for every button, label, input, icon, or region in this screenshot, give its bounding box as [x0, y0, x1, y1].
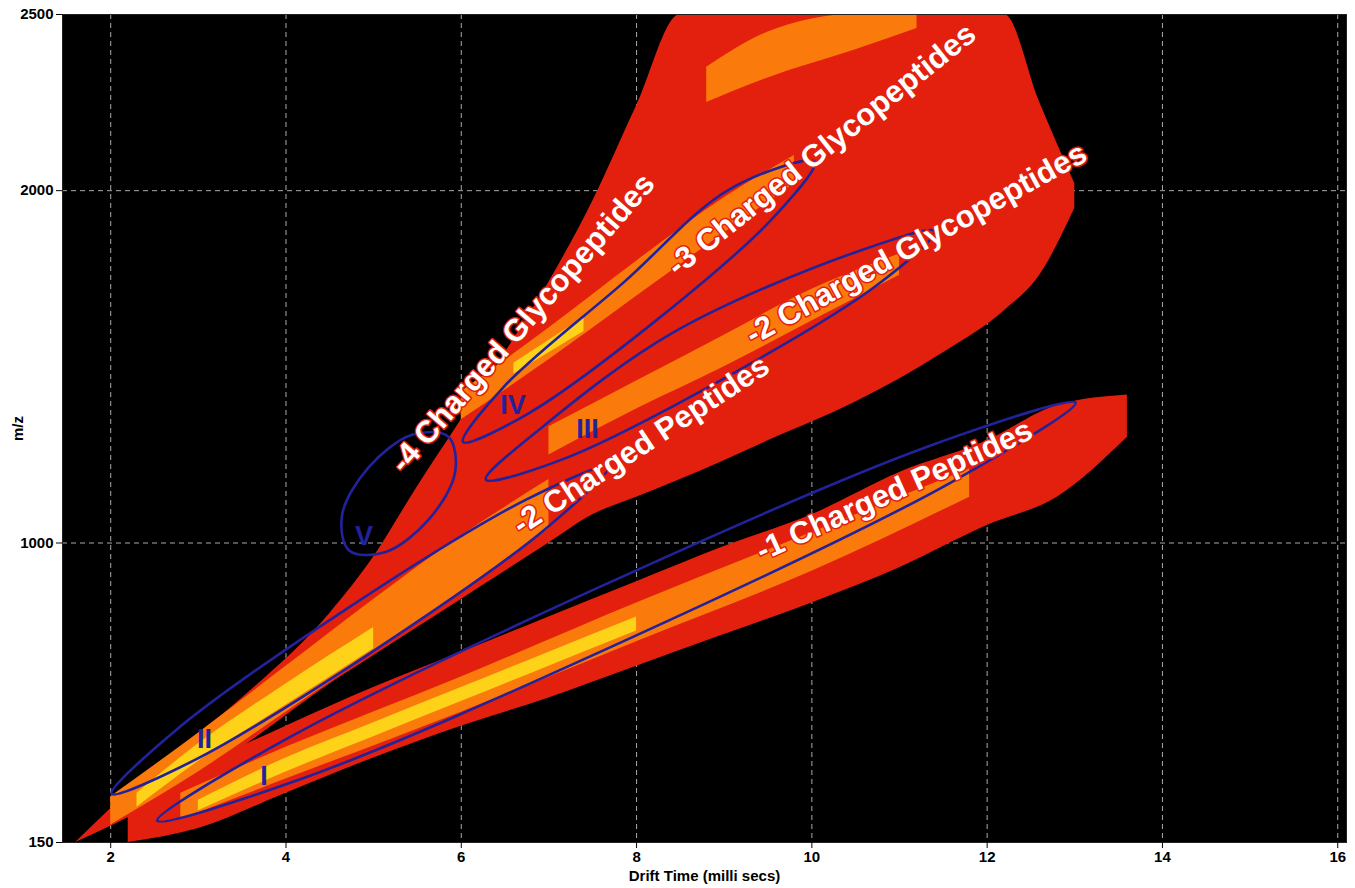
svg-text:6: 6: [457, 848, 465, 865]
svg-text:2: 2: [107, 848, 115, 865]
svg-text:14: 14: [1154, 848, 1171, 865]
svg-text:150: 150: [28, 833, 53, 850]
svg-text:I: I: [260, 761, 268, 791]
svg-text:8: 8: [632, 848, 640, 865]
svg-text:-1 Charged Peptides: -1 Charged Peptides: [750, 412, 1037, 568]
svg-text:1000: 1000: [20, 534, 53, 551]
svg-text:12: 12: [979, 848, 996, 865]
svg-text:2500: 2500: [20, 5, 53, 22]
svg-text:10: 10: [804, 848, 821, 865]
svg-text:-2 Charged Peptides: -2 Charged Peptides: [506, 348, 776, 542]
svg-text:m/z: m/z: [9, 416, 26, 441]
svg-text:-4 Charged Glycopeptides: -4 Charged Glycopeptides: [383, 166, 662, 479]
svg-text:16: 16: [1329, 848, 1346, 865]
svg-text:-3 Charged Glycopeptides: -3 Charged Glycopeptides: [660, 16, 982, 283]
svg-text:III: III: [576, 414, 599, 444]
svg-text:V: V: [355, 521, 373, 551]
svg-text:2000: 2000: [20, 181, 53, 198]
svg-text:IV: IV: [500, 390, 526, 420]
svg-text:Drift Time (milli secs): Drift Time (milli secs): [629, 867, 780, 884]
svg-text:-2 Charged Glycopeptides: -2 Charged Glycopeptides: [739, 135, 1093, 352]
svg-text:4: 4: [282, 848, 291, 865]
svg-text:II: II: [197, 724, 212, 754]
